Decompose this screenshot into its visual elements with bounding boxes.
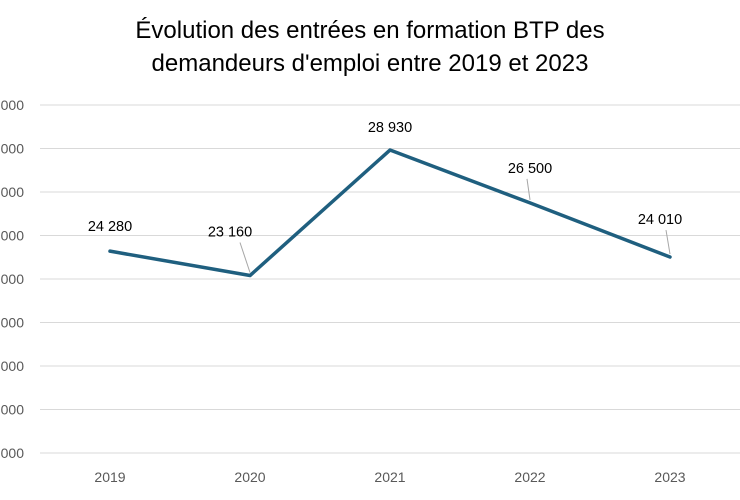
y-tick-label: 31 000 [0, 97, 24, 113]
series-line [108, 148, 672, 278]
y-tick-label: 25 000 [0, 228, 24, 244]
leader-line [526, 178, 531, 200]
x-tick-label: 2020 [234, 469, 265, 485]
chart-title-line-1: Évolution des entrées en formation BTP d… [135, 17, 605, 44]
data-label: 26 500 [508, 161, 552, 177]
chart-title: Évolution des entrées en formation BTP d… [0, 14, 740, 80]
x-tick-label: 2021 [374, 469, 405, 485]
x-tick-label: 2022 [514, 469, 545, 485]
chart-title-line-2: demandeurs d'emploi entre 2019 et 2023 [151, 50, 589, 77]
y-tick-label: 17 000 [0, 402, 24, 418]
y-tick-label: 19 000 [0, 358, 24, 374]
data-label: 24 280 [88, 219, 132, 235]
data-label: 24 010 [638, 212, 682, 228]
leader-line [665, 229, 671, 255]
y-tick-label: 27 000 [0, 184, 24, 200]
y-tick-label: 15 000 [0, 445, 24, 461]
x-tick-label: 2019 [94, 469, 125, 485]
data-label: 28 930 [368, 120, 412, 136]
data-label: 23 160 [208, 225, 252, 241]
leader-line [239, 242, 251, 273]
x-tick-label: 2023 [654, 469, 685, 485]
y-tick-label: 29 000 [0, 141, 24, 157]
y-tick-label: 23 000 [0, 271, 24, 287]
y-tick-label: 21 000 [0, 315, 24, 331]
